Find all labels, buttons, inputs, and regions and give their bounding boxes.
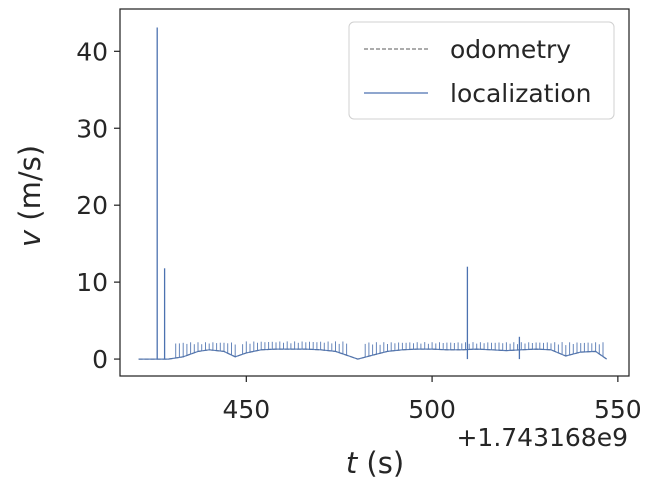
y-axis-label: v (m/s) <box>13 145 47 247</box>
plot-lines <box>138 27 608 360</box>
y-tick-label-0: 0 <box>92 345 108 374</box>
legend-label-localization: localization <box>450 79 592 108</box>
x-tick-label-500: 500 <box>408 395 456 424</box>
y-axis-ticks: 0 10 20 30 40 <box>76 37 120 374</box>
x-axis-ticks: 450 500 550 <box>222 376 642 424</box>
legend-box <box>348 21 615 120</box>
x-tick-label-550: 550 <box>594 395 642 424</box>
y-axis-label-var: v <box>13 229 47 247</box>
legend-label-odometry: odometry <box>450 35 571 64</box>
x-tick-label-450: 450 <box>222 395 270 424</box>
y-tick-label-40: 40 <box>76 37 108 66</box>
x-axis-label-var: t <box>346 446 359 480</box>
legend: odometry localization <box>348 21 615 120</box>
plot-frame <box>119 8 630 377</box>
x-axis-label: t (s) <box>346 446 404 480</box>
y-tick-label-20: 20 <box>76 191 108 220</box>
x-axis-label-unit: (s) <box>357 446 404 480</box>
y-tick-label-10: 10 <box>76 268 108 297</box>
y-tick-label-30: 30 <box>76 114 108 143</box>
y-axis-label-unit: (m/s) <box>13 145 47 230</box>
x-offset-label: +1.743168e9 <box>456 423 628 452</box>
